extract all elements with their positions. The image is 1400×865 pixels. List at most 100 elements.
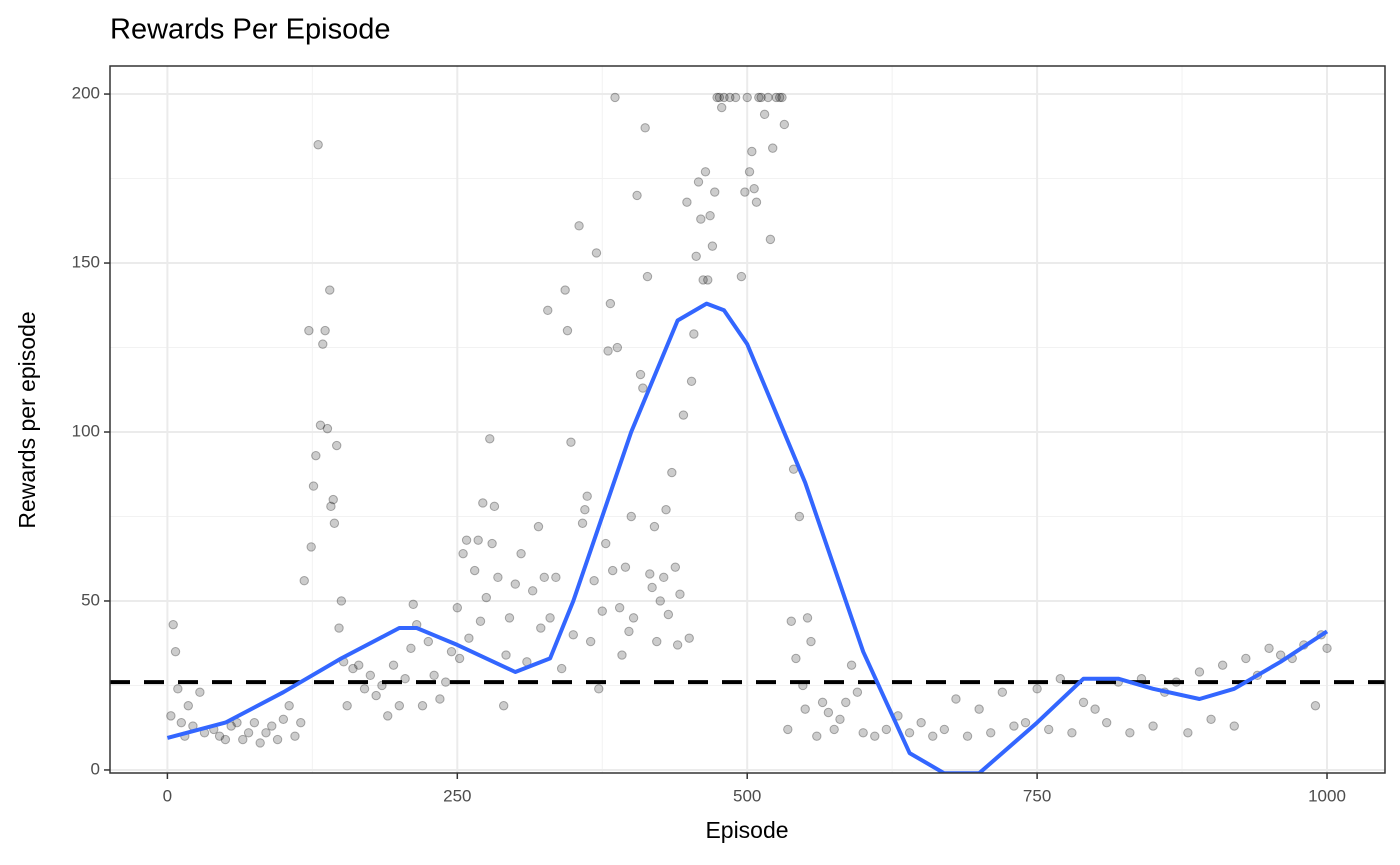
- point: [478, 498, 488, 508]
- point: [835, 714, 845, 724]
- point: [670, 562, 681, 572]
- point: [1206, 714, 1216, 724]
- point: [568, 630, 578, 640]
- point: [928, 731, 938, 741]
- point: [693, 177, 704, 187]
- point: [299, 576, 309, 586]
- point: [1067, 728, 1077, 738]
- point: [255, 738, 265, 748]
- point: [1032, 684, 1042, 694]
- point: [536, 623, 546, 633]
- point: [543, 305, 553, 316]
- point: [916, 717, 926, 728]
- point: [1275, 650, 1286, 660]
- point: [696, 214, 706, 224]
- point: [423, 636, 434, 647]
- point: [675, 589, 685, 599]
- point: [454, 653, 465, 664]
- point: [1090, 704, 1100, 714]
- point: [394, 701, 405, 711]
- point: [1229, 721, 1239, 731]
- point: [714, 92, 725, 103]
- point: [647, 582, 657, 593]
- point: [1264, 643, 1274, 653]
- point: [487, 538, 497, 549]
- point: [272, 734, 283, 745]
- chart-title: Rewards Per Episode: [110, 14, 390, 46]
- point: [691, 251, 701, 261]
- point: [328, 494, 338, 505]
- point: [1241, 653, 1251, 664]
- point: [365, 670, 376, 681]
- point: [986, 728, 996, 738]
- point: [794, 511, 805, 522]
- point: [635, 369, 646, 380]
- point: [566, 437, 576, 447]
- point: [577, 518, 588, 528]
- point: [501, 650, 511, 660]
- point: [560, 285, 570, 295]
- point: [311, 450, 321, 461]
- point: [1078, 697, 1089, 708]
- point: [473, 535, 483, 545]
- point: [682, 197, 692, 207]
- point: [725, 92, 735, 103]
- point: [763, 92, 773, 103]
- point: [469, 565, 480, 576]
- point: [1194, 667, 1205, 677]
- x-tick-label: 1000: [1308, 786, 1346, 805]
- point: [452, 603, 463, 613]
- point: [791, 653, 801, 664]
- point: [626, 511, 636, 522]
- point: [348, 663, 358, 674]
- point: [354, 660, 364, 670]
- point: [329, 518, 340, 528]
- point: [610, 92, 620, 103]
- point: [661, 505, 671, 515]
- point: [601, 538, 611, 549]
- point: [243, 728, 254, 738]
- point: [678, 410, 689, 420]
- point: [306, 542, 316, 552]
- point: [342, 701, 352, 711]
- point: [195, 687, 205, 697]
- y-axis-label: Rewards per episode: [14, 311, 40, 528]
- y-tick-label: 150: [72, 253, 100, 272]
- point: [267, 721, 277, 731]
- point: [698, 275, 708, 285]
- point: [173, 684, 183, 694]
- point: [605, 298, 616, 309]
- point: [304, 325, 314, 336]
- point: [458, 548, 468, 559]
- point: [1125, 728, 1135, 738]
- point: [881, 724, 892, 735]
- y-tick-label: 200: [72, 84, 100, 103]
- point: [322, 423, 333, 434]
- point: [1044, 724, 1054, 735]
- point: [408, 599, 418, 610]
- point: [441, 677, 451, 687]
- smooth-line: [166, 301, 1329, 773]
- point: [166, 711, 176, 721]
- point: [846, 660, 857, 670]
- point: [800, 704, 810, 714]
- point: [214, 731, 225, 741]
- point: [974, 704, 984, 714]
- point: [624, 626, 634, 637]
- point: [672, 640, 683, 650]
- point: [703, 275, 713, 285]
- point: [278, 714, 289, 724]
- point: [771, 92, 781, 103]
- point: [786, 616, 796, 626]
- point: [603, 346, 613, 356]
- y-tick-label: 100: [72, 421, 100, 440]
- point: [359, 684, 370, 694]
- point: [759, 109, 770, 120]
- point: [655, 596, 665, 606]
- point: [313, 140, 323, 150]
- point: [429, 670, 439, 681]
- point: [574, 221, 584, 231]
- point: [594, 684, 604, 694]
- point: [841, 697, 851, 708]
- point: [710, 187, 720, 197]
